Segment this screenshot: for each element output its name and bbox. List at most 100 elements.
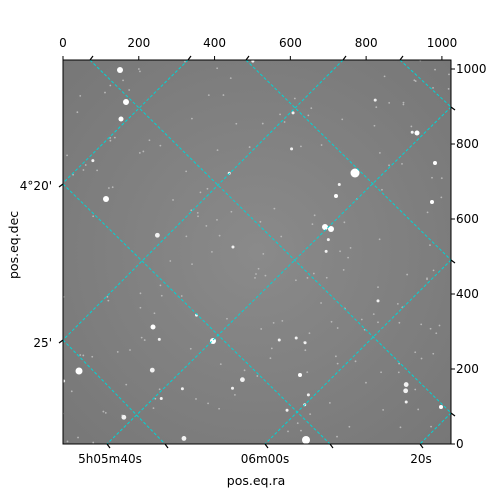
star xyxy=(153,312,156,315)
star xyxy=(272,321,275,324)
star xyxy=(360,318,363,321)
grid-line xyxy=(399,60,451,108)
star xyxy=(365,381,367,384)
star xyxy=(376,299,380,303)
bright-star xyxy=(298,373,302,377)
grid-edge-tick xyxy=(450,259,456,264)
star xyxy=(248,146,251,148)
star xyxy=(313,214,316,217)
grid-line xyxy=(245,60,451,261)
top-tick-label: 800 xyxy=(354,36,378,50)
star xyxy=(229,77,232,80)
star xyxy=(435,332,438,335)
star xyxy=(70,390,73,393)
star xyxy=(417,408,420,411)
star xyxy=(414,388,417,391)
star xyxy=(104,412,107,414)
star xyxy=(77,436,79,439)
star xyxy=(432,352,435,355)
ra-tick-label: 20s xyxy=(410,452,432,466)
star xyxy=(373,124,376,127)
star xyxy=(185,170,188,173)
grid-edge-tick xyxy=(450,412,456,417)
star xyxy=(79,95,82,97)
star xyxy=(184,60,186,63)
star xyxy=(414,80,417,82)
star xyxy=(293,97,296,100)
star xyxy=(218,234,221,237)
star xyxy=(216,149,219,152)
star xyxy=(207,94,210,97)
star xyxy=(440,177,443,180)
star xyxy=(264,274,267,277)
star xyxy=(379,152,381,154)
star xyxy=(388,164,390,167)
star xyxy=(430,425,432,428)
star xyxy=(261,122,264,125)
star xyxy=(260,328,263,330)
star xyxy=(109,84,112,87)
star xyxy=(216,219,218,221)
star xyxy=(189,347,192,350)
top-tick-label: 200 xyxy=(127,36,151,50)
dec-tick-label: 4°20' xyxy=(19,179,52,193)
plot-frame xyxy=(62,59,452,445)
star xyxy=(122,79,124,82)
star xyxy=(363,328,366,331)
bright-star xyxy=(328,226,334,232)
star xyxy=(414,351,417,354)
star xyxy=(66,440,69,443)
star xyxy=(336,362,339,365)
coordinate-grid xyxy=(63,60,451,444)
star xyxy=(308,332,311,335)
star xyxy=(251,60,255,63)
x-axis-label: pos.eq.ra xyxy=(226,473,286,488)
bright-star xyxy=(150,324,156,330)
star xyxy=(195,398,197,400)
grid-edge-tick xyxy=(245,55,250,61)
star xyxy=(372,313,375,316)
top-tick-label: 0 xyxy=(59,36,67,50)
star xyxy=(140,336,143,339)
bright-star xyxy=(210,338,216,344)
image-background xyxy=(63,60,451,444)
star xyxy=(320,144,323,146)
star xyxy=(348,425,351,428)
star xyxy=(304,349,307,352)
star xyxy=(399,426,402,429)
star xyxy=(336,435,338,438)
star xyxy=(191,117,193,120)
star xyxy=(300,145,302,148)
right-tick-label: 800 xyxy=(456,137,479,151)
star xyxy=(262,253,265,255)
star xyxy=(309,413,312,415)
star xyxy=(235,122,238,125)
star xyxy=(406,273,409,276)
bright-star xyxy=(350,168,360,178)
star xyxy=(311,223,314,226)
star xyxy=(259,220,262,223)
star xyxy=(76,111,79,114)
star xyxy=(347,256,349,259)
star xyxy=(84,164,87,166)
grid-edge-tick xyxy=(58,339,64,344)
star xyxy=(420,357,423,360)
star xyxy=(96,169,99,172)
star xyxy=(142,150,145,153)
grid-line xyxy=(89,60,451,414)
star xyxy=(403,388,409,394)
bright-star xyxy=(117,67,123,73)
star xyxy=(273,207,276,210)
star xyxy=(285,408,289,412)
star xyxy=(138,152,141,154)
star xyxy=(283,121,286,123)
star xyxy=(121,414,127,420)
star xyxy=(426,211,429,214)
right-tick-label: 600 xyxy=(456,212,479,226)
star xyxy=(448,73,450,76)
star xyxy=(108,187,110,189)
right-tick-label: 0 xyxy=(456,437,464,451)
star xyxy=(279,113,281,116)
star xyxy=(349,247,352,249)
